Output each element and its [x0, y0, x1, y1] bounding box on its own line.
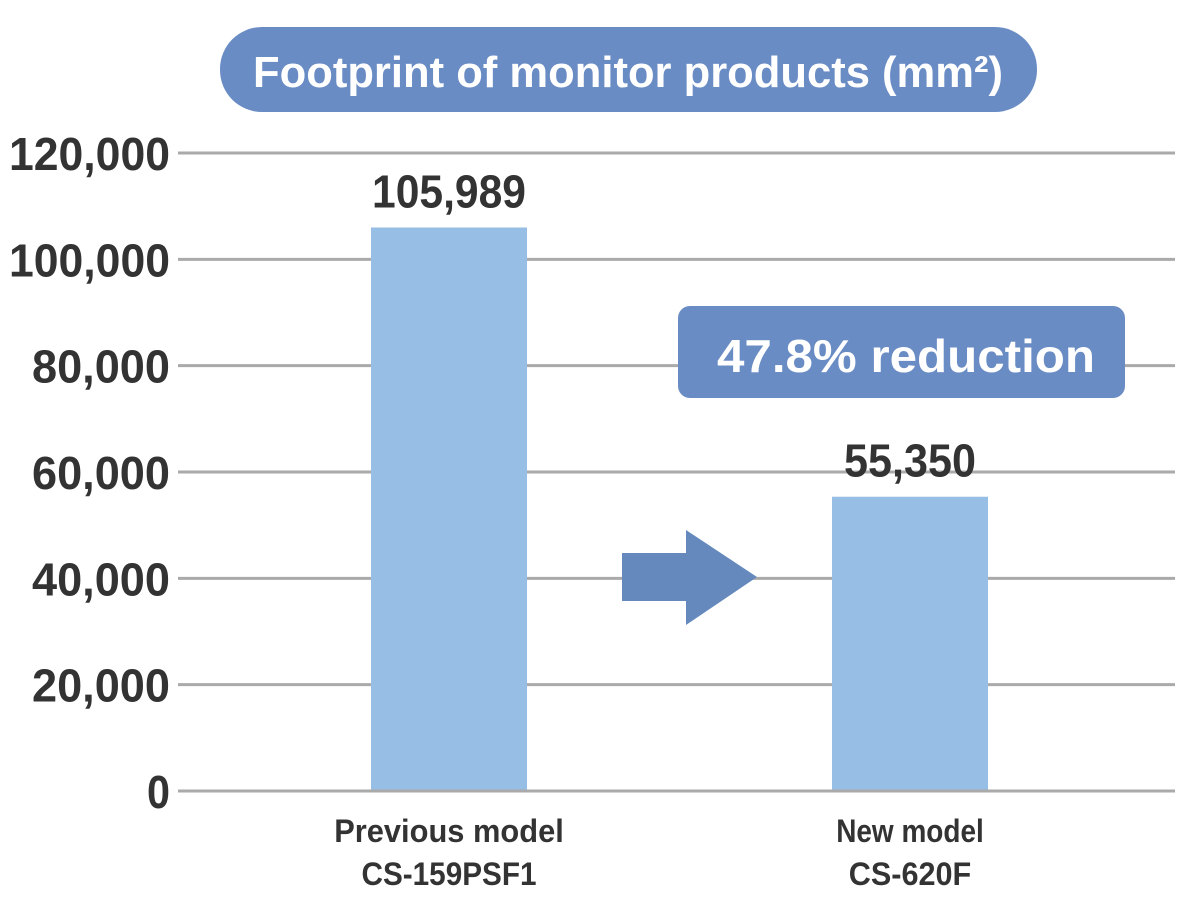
- reduction-badge: [678, 306, 1125, 398]
- reduction-text: 47.8% reduction: [717, 330, 1095, 382]
- y-tick-label: 40,000: [32, 553, 170, 605]
- x-label-line2: CS-159PSF1: [362, 856, 537, 892]
- data-label: 55,350: [844, 435, 976, 487]
- chart-title: Footprint of monitor products (mm²): [253, 48, 1003, 97]
- y-tick-label: 0: [147, 766, 170, 818]
- y-tick-label: 60,000: [32, 447, 170, 499]
- arrow-right-icon: [622, 530, 757, 625]
- x-label-line1: New model: [836, 813, 984, 849]
- bar: [371, 227, 527, 791]
- y-axis-tick-labels: 0 20,000 40,000 60,000 80,000 100,000 120,000: [9, 128, 170, 818]
- y-tick-label: 100,000: [9, 234, 170, 286]
- bars: 105,989 55,350: [178, 165, 1175, 793]
- x-label-line1: Previous model: [334, 813, 564, 849]
- x-axis-labels: Previous model CS-159PSF1 New model CS-620F: [334, 813, 984, 892]
- title-pill: [220, 27, 1037, 112]
- gridlines: [178, 151, 1175, 793]
- bar: [832, 496, 988, 791]
- y-tick-label: 20,000: [32, 660, 170, 712]
- y-tick-label: 80,000: [32, 341, 170, 393]
- x-label-line2: CS-620F: [849, 856, 972, 892]
- y-tick-label: 120,000: [9, 128, 170, 180]
- data-label: 105,989: [372, 165, 526, 217]
